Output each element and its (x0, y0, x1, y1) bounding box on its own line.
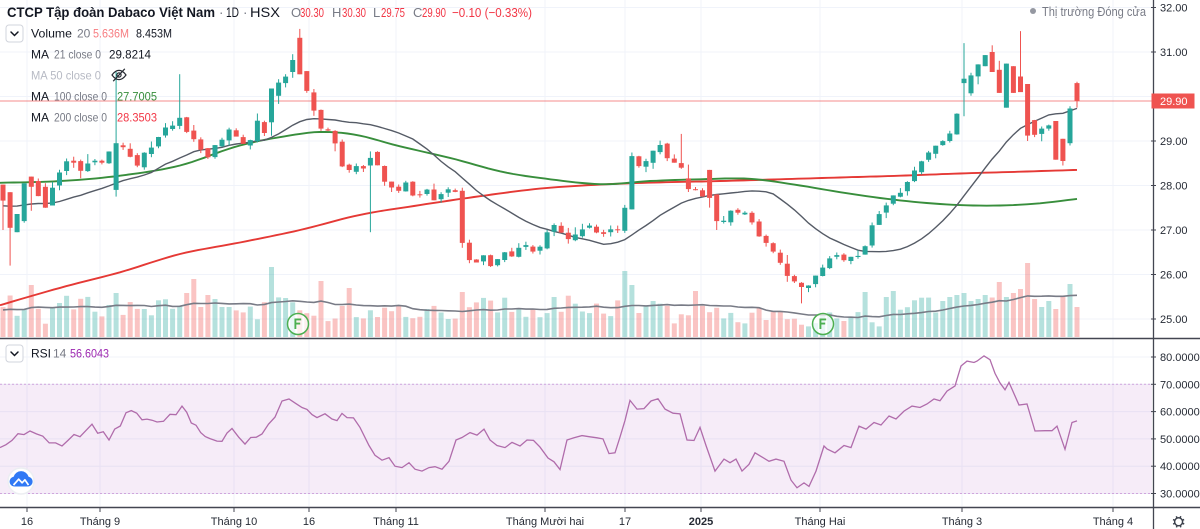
svg-text:MA 50 close 0: MA 50 close 0 (31, 69, 101, 83)
svg-text:29.75: 29.75 (381, 5, 405, 20)
svg-text:28.3503: 28.3503 (117, 111, 157, 125)
svg-text:Thị trường Đóng cửa: Thị trường Đóng cửa (1042, 4, 1147, 19)
svg-text:30.30: 30.30 (300, 5, 324, 20)
svg-text:Volume: Volume (31, 27, 72, 41)
svg-text:26.00: 26.00 (1160, 270, 1188, 282)
svg-text:H: H (332, 5, 341, 20)
svg-text:CTCP Tập đoàn Dabaco Việt Nam: CTCP Tập đoàn Dabaco Việt Nam (7, 5, 215, 20)
svg-text:2025: 2025 (689, 516, 713, 528)
svg-text:14: 14 (53, 347, 67, 361)
svg-text:·: · (243, 5, 248, 20)
svg-text:O: O (291, 5, 301, 20)
svg-text:1D: 1D (226, 5, 239, 20)
svg-text:32.00: 32.00 (1160, 3, 1188, 15)
svg-text:29.8214: 29.8214 (109, 48, 151, 62)
svg-text:L: L (373, 5, 380, 20)
svg-text:25.00: 25.00 (1160, 314, 1188, 326)
svg-text:8.453M: 8.453M (136, 27, 172, 41)
svg-text:30.30: 30.30 (342, 5, 366, 20)
svg-text:·: · (219, 5, 224, 20)
svg-text:40.0000: 40.0000 (1160, 461, 1200, 473)
svg-text:16: 16 (21, 516, 33, 528)
svg-text:30.0000: 30.0000 (1160, 489, 1200, 501)
svg-text:Tháng Hai: Tháng Hai (795, 516, 846, 528)
svg-text:Tháng 11: Tháng 11 (373, 516, 419, 528)
svg-text:16: 16 (303, 516, 315, 528)
svg-text:Tháng 3: Tháng 3 (942, 516, 982, 528)
svg-text:31.00: 31.00 (1160, 47, 1188, 59)
svg-text:Tháng 4: Tháng 4 (1093, 516, 1133, 528)
svg-text:29.90: 29.90 (1160, 96, 1188, 108)
svg-text:20: 20 (77, 27, 91, 41)
svg-text:C: C (413, 5, 422, 20)
svg-text:MA: MA (31, 111, 49, 125)
svg-text:60.0000: 60.0000 (1160, 407, 1200, 419)
svg-text:29.00: 29.00 (1160, 136, 1188, 148)
svg-text:−0.10 (−0.33%): −0.10 (−0.33%) (452, 5, 532, 20)
svg-text:80.0000: 80.0000 (1160, 352, 1200, 364)
svg-text:MA: MA (31, 90, 49, 104)
svg-text:5.636M: 5.636M (93, 27, 129, 41)
svg-text:27.7005: 27.7005 (117, 90, 157, 104)
svg-text:29.90: 29.90 (422, 5, 446, 20)
svg-text:MA: MA (31, 48, 49, 62)
svg-text:200 close 0: 200 close 0 (54, 111, 107, 125)
svg-text:HSX: HSX (250, 5, 280, 20)
svg-text:56.6043: 56.6043 (70, 347, 109, 361)
svg-text:Tháng Mười hai: Tháng Mười hai (506, 516, 584, 528)
svg-text:17: 17 (619, 516, 631, 528)
svg-text:50.0000: 50.0000 (1160, 434, 1200, 446)
svg-text:100 close 0: 100 close 0 (54, 90, 107, 104)
svg-text:Tháng 10: Tháng 10 (211, 516, 257, 528)
svg-text:27.00: 27.00 (1160, 225, 1188, 237)
svg-text:Tháng 9: Tháng 9 (80, 516, 120, 528)
svg-text:28.00: 28.00 (1160, 181, 1188, 193)
svg-text:RSI: RSI (31, 347, 51, 361)
svg-text:70.0000: 70.0000 (1160, 379, 1200, 391)
svg-text:21 close 0: 21 close 0 (54, 48, 101, 62)
